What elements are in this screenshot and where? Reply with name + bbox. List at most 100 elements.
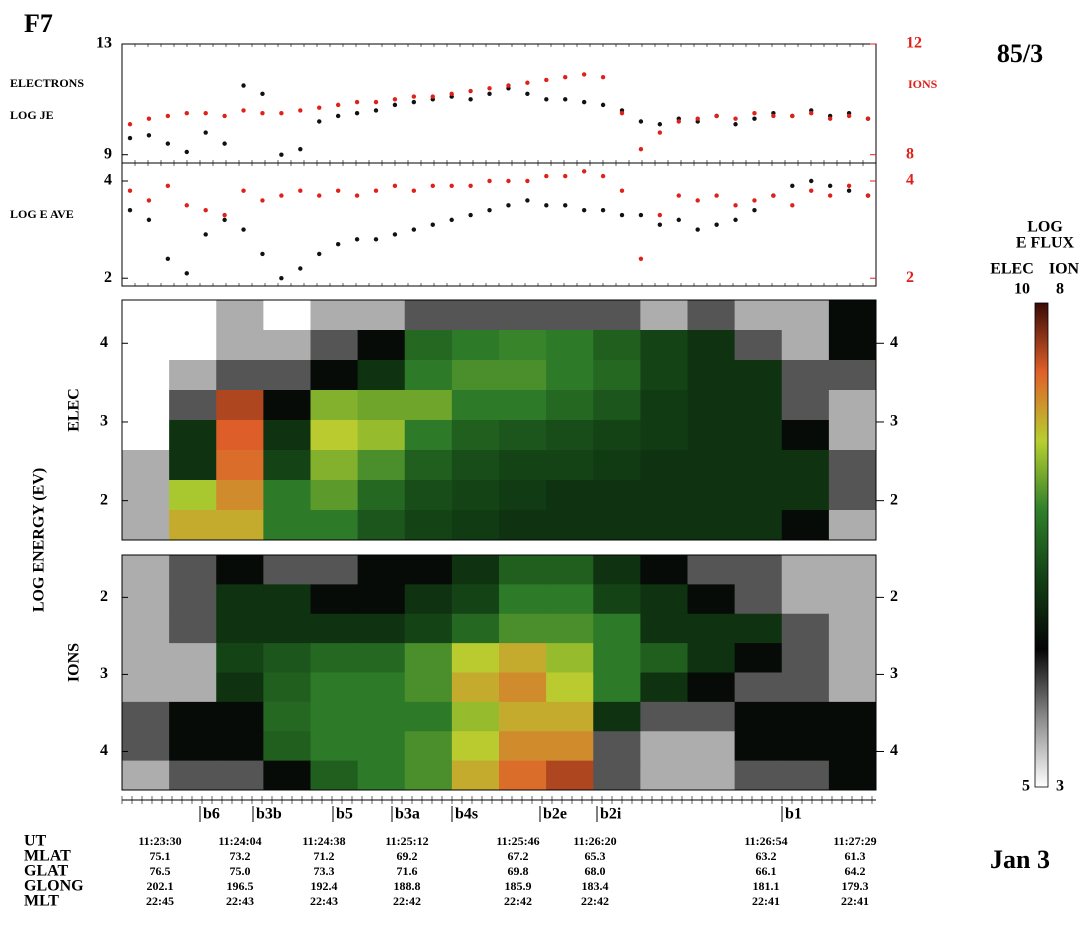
heatmap-cell	[734, 480, 783, 511]
data-point	[222, 113, 227, 119]
heatmap-cell	[593, 300, 641, 331]
data-point	[468, 88, 473, 94]
heatmap-cell	[640, 643, 688, 673]
data-point	[298, 188, 303, 193]
heatmap-cell	[640, 731, 688, 762]
data-point	[222, 212, 227, 218]
data-point	[260, 198, 265, 203]
data-point	[279, 276, 284, 281]
data-point	[752, 110, 757, 116]
y2-axis-label: IONS	[908, 77, 938, 91]
data-point	[827, 116, 833, 121]
data-point	[354, 237, 360, 242]
data-point	[544, 97, 549, 102]
heatmap-cell	[828, 390, 877, 421]
plot-frame	[121, 554, 877, 791]
ephemeris-value: 11:26:54	[744, 834, 787, 848]
ephemeris-value: 75.1	[150, 849, 171, 863]
heatmap-cell	[593, 330, 641, 361]
heatmap-cell	[499, 510, 547, 541]
data-point	[222, 141, 227, 146]
heatmap-cell	[404, 672, 453, 703]
heatmap-cell	[404, 731, 453, 762]
data-point	[317, 105, 322, 110]
data-point	[544, 203, 549, 208]
heatmap-cell	[687, 420, 736, 451]
ephemeris-value: 22:41	[752, 894, 780, 908]
data-point	[411, 99, 417, 105]
data-point	[676, 193, 681, 198]
data-point	[638, 256, 644, 261]
data-point	[279, 110, 284, 116]
heatmap-cell	[781, 613, 830, 644]
heatmap-cell	[310, 701, 359, 732]
heatmap-cell	[546, 701, 594, 732]
heatmap-cell	[546, 672, 594, 703]
y2-tick-label: 8	[906, 145, 914, 162]
heatmap-cell	[593, 420, 641, 451]
ephemeris-value: 67.2	[508, 849, 529, 863]
data-point	[525, 91, 530, 97]
heatmap-cell	[828, 584, 877, 615]
heatmap-cell	[687, 510, 736, 541]
data-point	[468, 212, 473, 218]
heatmap-cell	[499, 555, 547, 585]
heatmap-cell	[451, 480, 500, 511]
y-tick-label-right: 3	[890, 665, 898, 682]
data-point	[581, 72, 587, 77]
heatmap-cell	[216, 510, 264, 541]
ephemeris-value: 22:43	[310, 894, 338, 908]
heatmap-cell	[687, 390, 736, 421]
data-point	[676, 217, 681, 223]
heatmap-cell	[451, 555, 500, 585]
ephemeris-value: 75.0	[230, 864, 251, 878]
data-point	[657, 122, 663, 127]
heatmap-cell	[451, 672, 500, 703]
data-point	[354, 110, 360, 116]
ephemeris-value: 73.2	[230, 849, 251, 863]
heatmap-cell	[546, 480, 594, 511]
y-tick-label: 4	[104, 172, 112, 189]
heatmap-cell	[593, 731, 641, 762]
data-point	[581, 207, 587, 213]
heatmap-cell	[781, 584, 830, 615]
heatmap-cell	[640, 760, 688, 791]
heatmap-cell	[546, 613, 594, 644]
data-point	[506, 178, 511, 184]
heatmap-cell	[451, 390, 500, 421]
ephemeris-label: MLT	[24, 893, 59, 910]
plot-frame	[121, 162, 877, 287]
satellite-id: F7	[24, 9, 53, 38]
data-point	[241, 83, 246, 88]
heatmap-cell	[640, 613, 688, 644]
heatmap-cell	[357, 510, 406, 541]
data-point	[260, 110, 265, 116]
data-point	[146, 133, 152, 138]
data-point	[695, 198, 700, 203]
data-point	[771, 193, 776, 198]
y2-tick-label: 2	[906, 269, 914, 286]
heatmap-cell	[593, 760, 641, 791]
heatmap-cell	[781, 420, 830, 451]
data-point	[335, 241, 341, 247]
heatmap-cell	[781, 360, 830, 391]
data-point	[827, 183, 833, 189]
heatmap-cell	[122, 510, 170, 541]
ephemeris-value: 11:24:04	[218, 834, 261, 848]
heatmap-cell	[357, 701, 406, 732]
heatmap-cell	[781, 701, 830, 732]
boundary-label: b3b	[256, 806, 282, 823]
data-point	[695, 227, 700, 232]
heatmap-cell	[734, 420, 783, 451]
colorbar-tick-label: 3	[1056, 778, 1064, 795]
y-tick-label: 2	[104, 269, 112, 286]
heatmap-cell	[734, 613, 783, 644]
heatmap-cell	[216, 701, 264, 732]
data-point	[638, 146, 644, 152]
y-tick-label: 9	[104, 145, 112, 162]
heatmap-cell	[734, 555, 783, 585]
heatmap-cell	[593, 555, 641, 585]
heatmap-cell	[310, 731, 359, 762]
heatmap-cell	[734, 643, 783, 673]
heatmap-cell	[640, 330, 688, 361]
